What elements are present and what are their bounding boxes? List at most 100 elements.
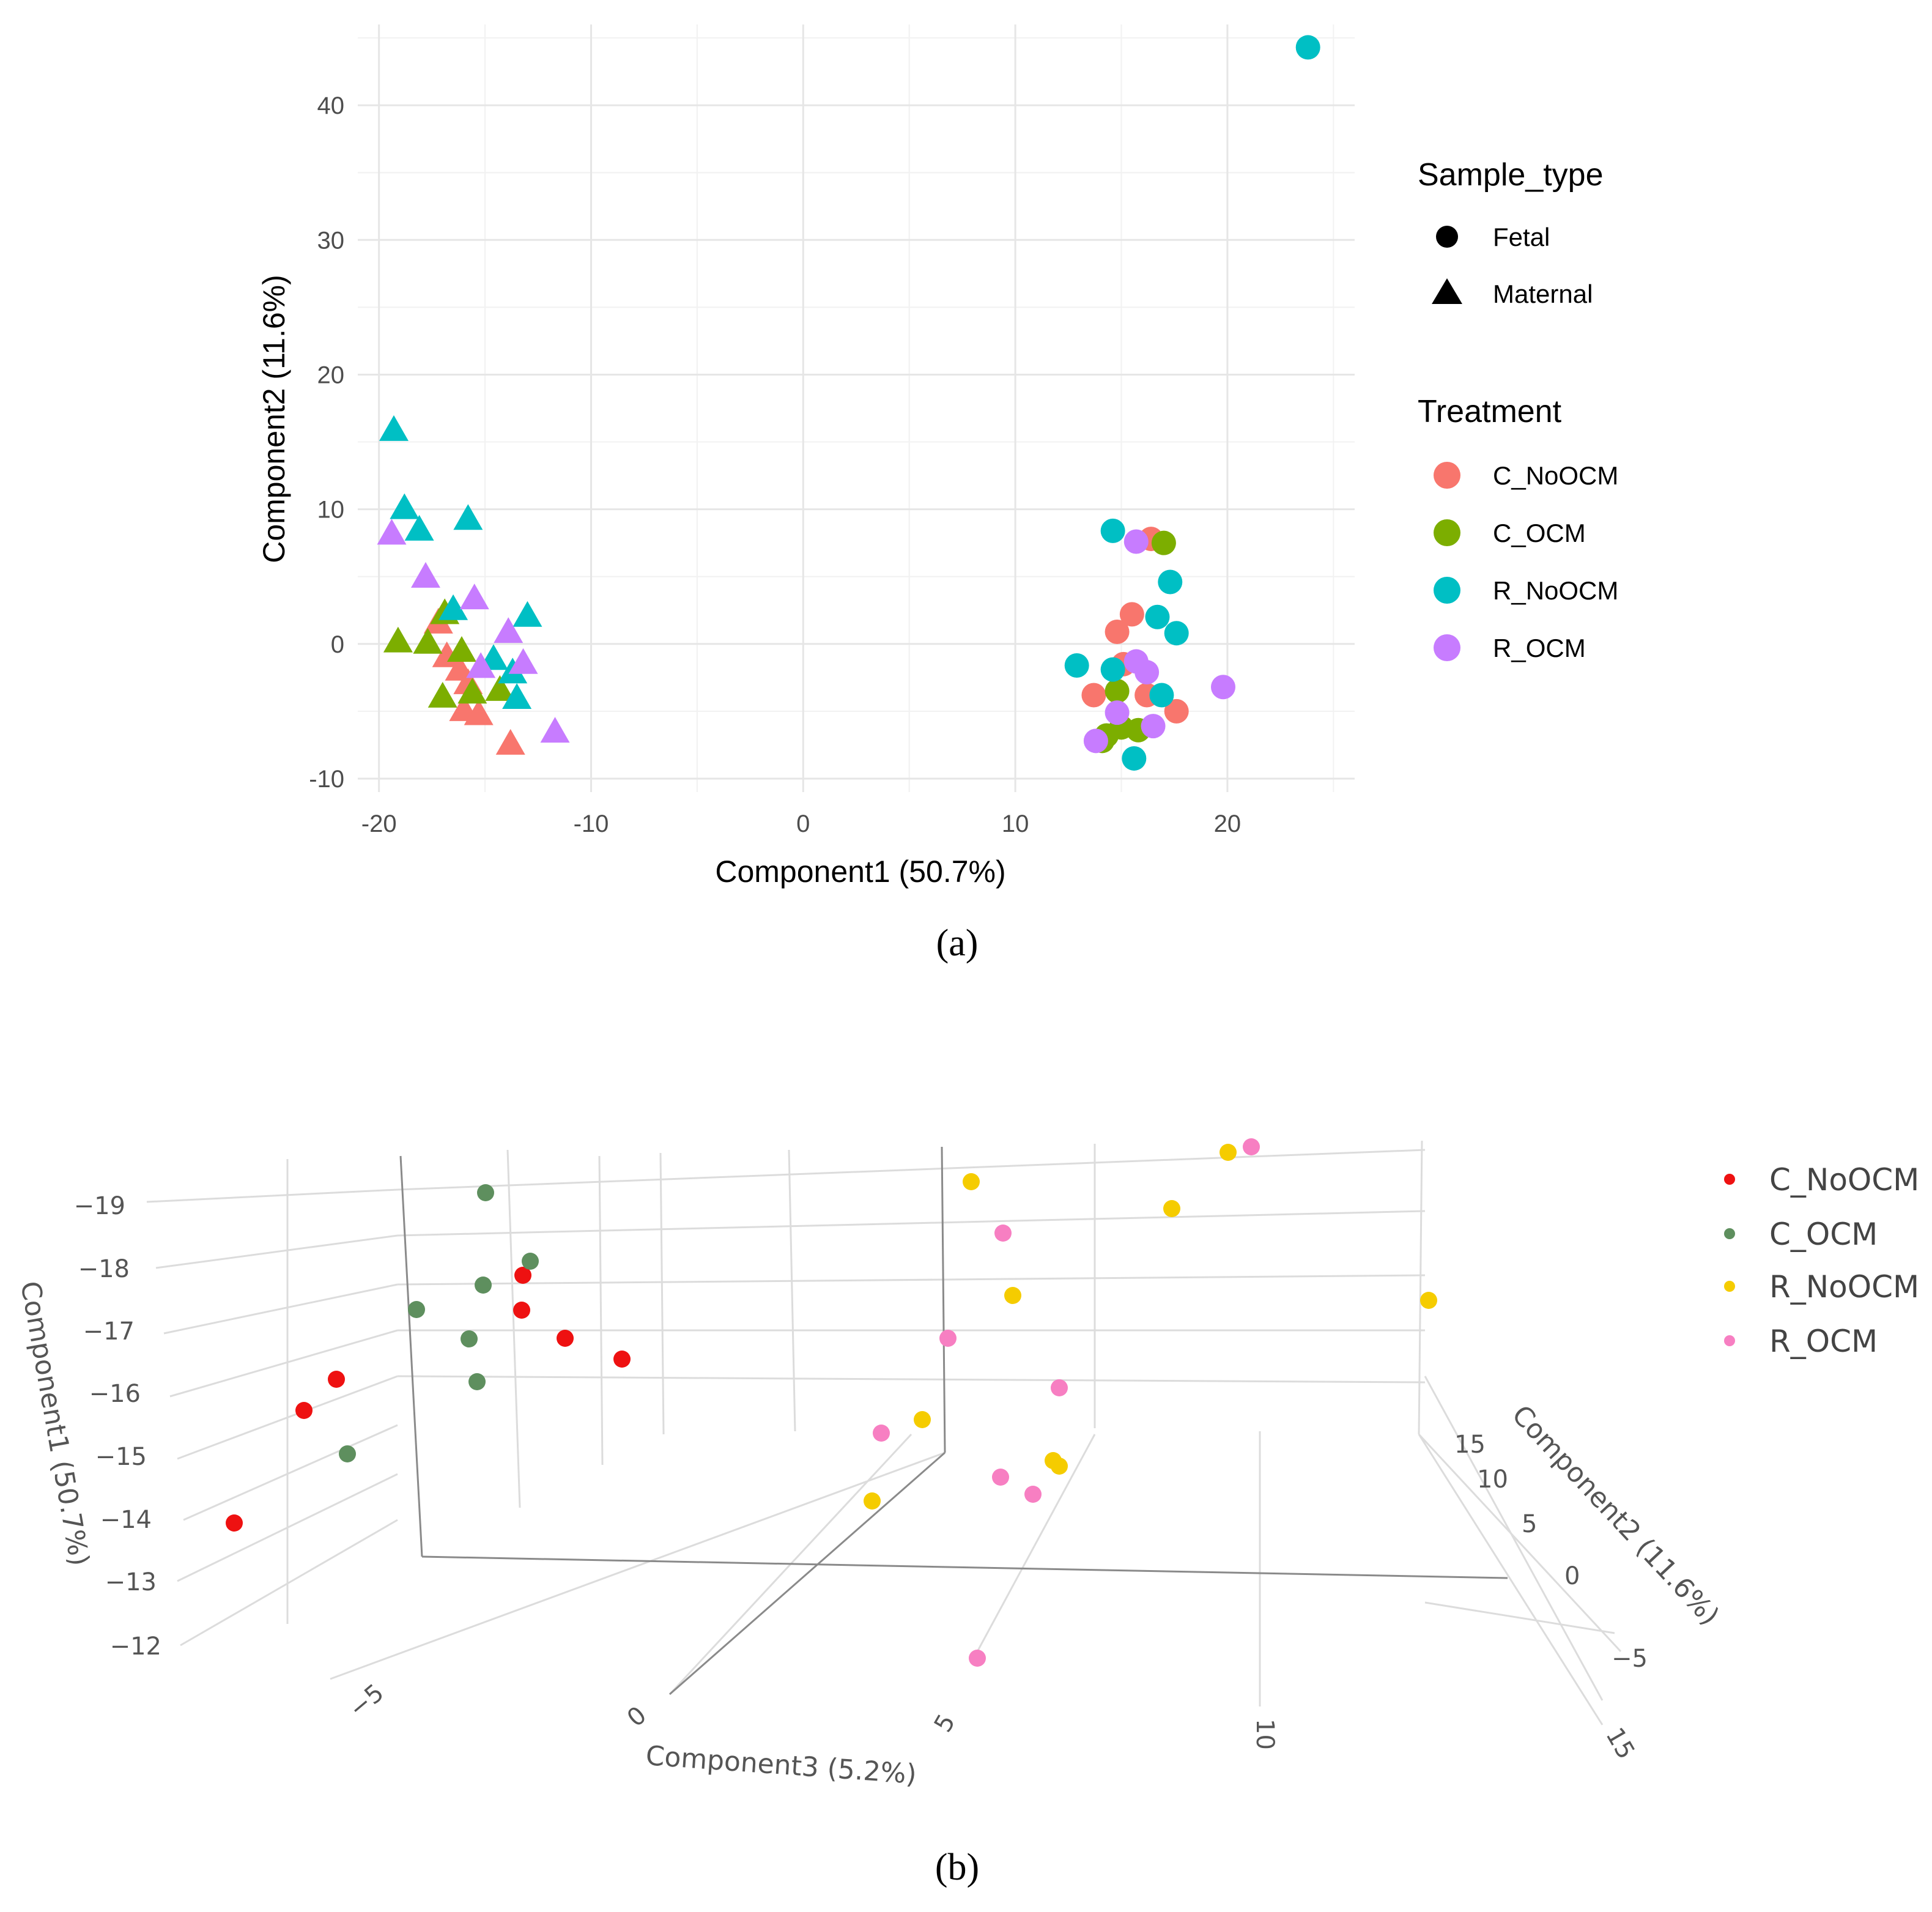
panel-a-x-ticks: -20 -10 0 10 20 (361, 810, 1241, 837)
point-r-ocm (1243, 1138, 1260, 1155)
point-triangle-r-noocm (390, 493, 420, 519)
c2-tick: 5 (1522, 1510, 1537, 1538)
legend-b-label-r-ocm: R_OCM (1769, 1324, 1878, 1359)
legend-b-label-r-noocm: R_NoOCM (1769, 1269, 1919, 1305)
c3-tick: −5 (344, 1679, 390, 1724)
point-r-ocm (992, 1469, 1009, 1486)
grid-line (971, 1434, 1096, 1661)
panel-b-axes (399, 1146, 1508, 1695)
grid-line (598, 1155, 604, 1465)
x-tick-label: 10 (1002, 810, 1029, 837)
panel-a-y-ticks: -10 0 10 20 30 40 (309, 92, 344, 793)
point-c-ocm (468, 1373, 486, 1390)
axis-line (669, 1451, 946, 1695)
legend-b-label-c-noocm: C_NoOCM (1769, 1162, 1919, 1198)
point-triangle-r-noocm (379, 415, 409, 441)
legend-swatch-r-noocm (1434, 577, 1460, 604)
legend-b-label-c-ocm: C_OCM (1769, 1217, 1878, 1252)
y-tick-label: 40 (317, 92, 345, 119)
point-triangle-r-ocm (466, 652, 496, 678)
point-triangle-r-noocm (513, 601, 542, 627)
panel-b-component2-ticks: 15 10 5 0 −5 (1454, 1431, 1648, 1673)
panel-a-label: (a) (936, 922, 979, 964)
point-circle-r-noocm (1064, 653, 1089, 678)
y-tick-label: 20 (317, 361, 345, 388)
panel-b-3d-plot: −19 −18 −17 −16 −15 −14 −13 −12 Componen… (14, 1138, 1919, 1888)
point-triangle-c-ocm (427, 681, 457, 708)
legend-circle-icon (1436, 226, 1458, 248)
c2-tick: 10 (1477, 1465, 1508, 1494)
point-circle-r-noocm (1100, 657, 1125, 682)
point-circle-c-noocm (1164, 698, 1189, 724)
point-circle-r-ocm (1083, 728, 1108, 754)
c3-tick: 0 (622, 1701, 652, 1733)
x-tick-label: 0 (796, 810, 810, 837)
point-c-noocm (328, 1371, 345, 1388)
axis-line (941, 1146, 946, 1453)
point-r-noocm (914, 1411, 931, 1428)
panel-a-points (377, 35, 1320, 771)
point-triangle-r-ocm (410, 561, 440, 588)
c2-tick: −5 (1612, 1645, 1648, 1673)
y-tick-label: 0 (331, 631, 344, 658)
grid-line (330, 1451, 946, 1680)
legend-label-c-ocm: C_OCM (1493, 519, 1586, 547)
point-r-noocm (963, 1173, 980, 1190)
point-c-ocm (408, 1301, 425, 1318)
grid-line (397, 1274, 1426, 1286)
point-r-ocm (1051, 1379, 1068, 1396)
point-triangle-r-noocm (453, 504, 483, 530)
point-circle-r-ocm (1210, 675, 1235, 700)
point-c-noocm (226, 1514, 243, 1532)
point-triangle-r-noocm (404, 514, 434, 541)
point-circle-r-noocm (1122, 746, 1147, 771)
c1-tick: −13 (105, 1568, 157, 1596)
point-circle-r-ocm (1134, 660, 1160, 685)
legend-swatch-c-noocm (1434, 462, 1460, 489)
point-triangle-c-noocm (464, 699, 494, 725)
point-c-ocm (475, 1277, 492, 1294)
point-r-noocm (1420, 1292, 1437, 1309)
grid-line (397, 1210, 1426, 1237)
legend-label-c-noocm: C_NoOCM (1493, 461, 1618, 490)
panel-a-major-grid (358, 24, 1355, 792)
c1-tick: −14 (100, 1506, 152, 1534)
point-r-ocm (1024, 1486, 1042, 1503)
point-c-noocm (613, 1351, 631, 1368)
x-tick-label: -20 (361, 810, 397, 837)
point-r-ocm (939, 1330, 957, 1347)
grid-line (183, 1424, 398, 1521)
point-circle-c-noocm (1081, 683, 1106, 708)
point-c-noocm (295, 1402, 313, 1419)
legend-swatch-r-ocm (1434, 634, 1460, 661)
axis-line (421, 1555, 1508, 1579)
point-triangle-c-ocm (446, 635, 476, 662)
point-circle-c-noocm (1105, 619, 1130, 644)
panel-b-component3-ticks: −5 0 5 10 15 (344, 1679, 1640, 1765)
point-circle-r-noocm (1100, 518, 1125, 543)
point-triangle-r-ocm (508, 648, 538, 674)
c1-tick: −19 (74, 1192, 125, 1220)
point-triangle-r-ocm (494, 617, 524, 643)
panel-a-legend-shape: Sample_type Fetal Maternal (1418, 157, 1604, 308)
point-r-ocm (969, 1650, 986, 1667)
grid-line (146, 1188, 398, 1203)
point-triangle-r-ocm (377, 519, 407, 545)
panel-b-grid (146, 1140, 1622, 1725)
point-r-ocm (873, 1425, 890, 1442)
point-r-noocm (1051, 1458, 1068, 1475)
panel-a-y-axis-title: Component2 (11.6%) (257, 275, 291, 563)
point-r-ocm (994, 1225, 1012, 1242)
c3-tick: 10 (1251, 1719, 1279, 1750)
grid-line (1418, 1434, 1604, 1725)
point-circle-c-noocm (1119, 602, 1144, 627)
point-circle-r-noocm (1145, 604, 1170, 629)
grid-line (1418, 1433, 1622, 1653)
point-triangle-c-ocm (413, 628, 443, 654)
c1-tick: −16 (89, 1380, 141, 1408)
point-triangle-r-noocm (439, 594, 468, 620)
point-circle-c-ocm (1151, 530, 1176, 555)
point-circle-r-ocm (1123, 529, 1149, 554)
point-r-noocm (864, 1492, 881, 1510)
legend-triangle-icon (1432, 278, 1462, 304)
